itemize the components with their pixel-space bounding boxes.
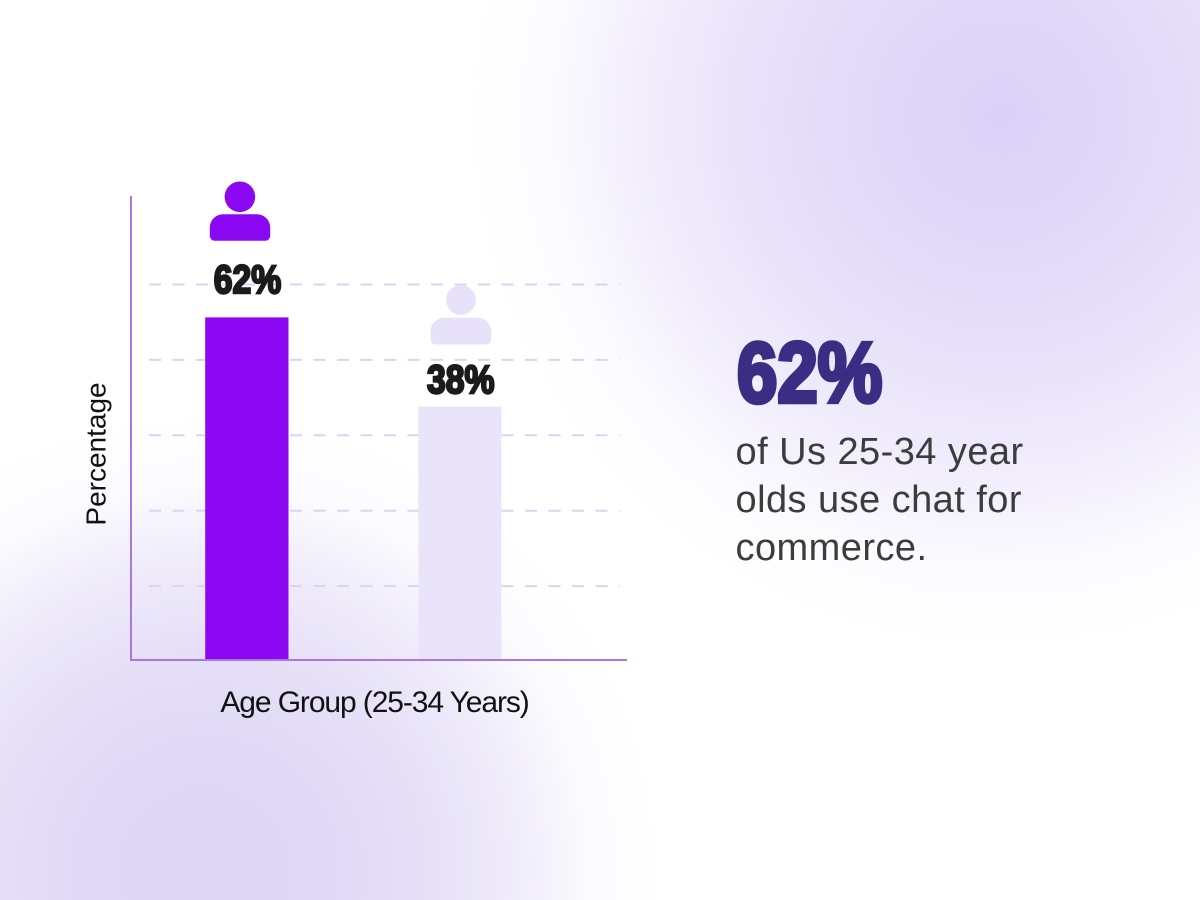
svg-text:Percentage: Percentage <box>81 382 112 525</box>
svg-text:olds use chat for: olds use chat for <box>736 479 1022 521</box>
svg-text:Age Group (25-34 Years): Age Group (25-34 Years) <box>220 686 528 719</box>
svg-text:62%: 62% <box>737 325 882 421</box>
svg-text:of Us 25-34 year: of Us 25-34 year <box>736 431 1024 473</box>
svg-text:38%: 38% <box>427 357 494 401</box>
svg-text:commerce.: commerce. <box>736 527 928 569</box>
svg-text:62%: 62% <box>214 258 281 302</box>
